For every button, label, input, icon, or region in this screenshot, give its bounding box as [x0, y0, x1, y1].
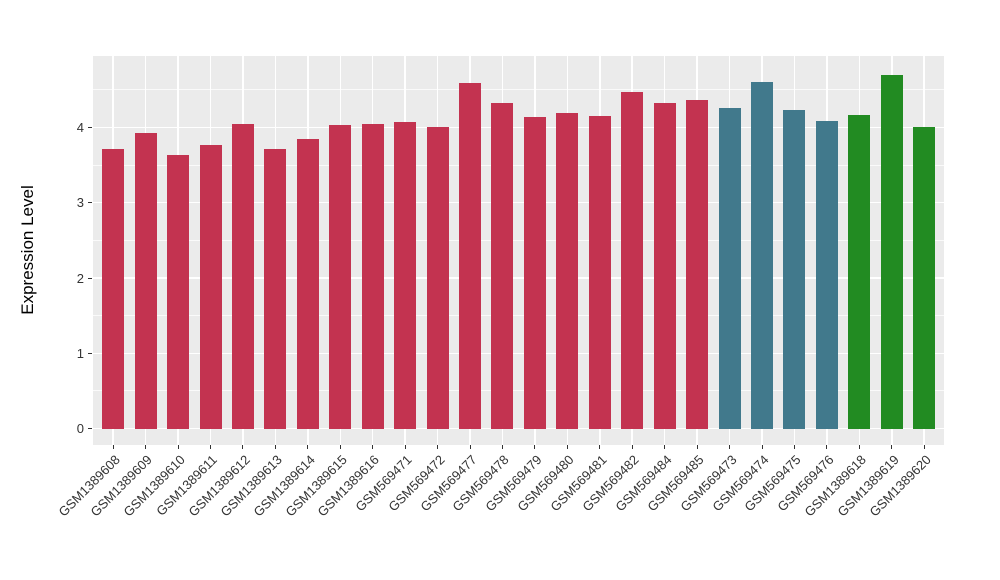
- bar: [783, 110, 806, 429]
- y-tick-label: 3: [76, 195, 84, 211]
- gridline-minor-y: [93, 239, 944, 241]
- bar: [296, 139, 319, 429]
- bar: [167, 155, 190, 429]
- gridline-major-y: [93, 201, 944, 204]
- bar: [751, 82, 773, 429]
- bar: [264, 149, 287, 429]
- gridline-minor-y: [93, 315, 944, 317]
- bar: [913, 126, 936, 429]
- bar: [134, 133, 157, 429]
- x-tick-mark: [437, 445, 439, 449]
- x-tick-mark: [307, 445, 309, 449]
- x-tick-mark: [631, 445, 633, 449]
- y-tick-label: 2: [76, 270, 84, 286]
- y-tick-mark: [88, 428, 92, 430]
- bar: [880, 74, 903, 429]
- x-tick-mark: [729, 445, 731, 449]
- gridline-major-y: [93, 352, 944, 355]
- x-tick-mark: [858, 445, 860, 449]
- bar: [588, 116, 611, 429]
- x-tick-mark: [112, 445, 114, 449]
- x-tick-mark: [696, 445, 698, 449]
- x-tick-mark: [664, 445, 666, 449]
- y-tick-label: 0: [76, 421, 84, 437]
- x-tick-mark: [274, 445, 276, 449]
- x-tick-mark: [372, 445, 374, 449]
- y-tick-mark: [88, 202, 92, 204]
- bar: [686, 99, 709, 429]
- x-tick-mark: [566, 445, 568, 449]
- x-tick-mark: [339, 445, 341, 449]
- x-tick-mark: [210, 445, 212, 449]
- bar: [102, 149, 125, 429]
- x-tick-mark: [534, 445, 536, 449]
- x-tick-mark: [501, 445, 503, 449]
- bar: [329, 125, 352, 429]
- y-tick-mark: [88, 352, 92, 354]
- bar: [848, 115, 871, 429]
- gridline-minor-y: [93, 390, 944, 392]
- bar: [231, 123, 254, 429]
- y-tick-mark: [88, 126, 92, 128]
- bar: [621, 92, 644, 429]
- x-tick-mark: [177, 445, 179, 449]
- x-tick-mark: [599, 445, 601, 449]
- bar: [556, 113, 579, 429]
- bar: [523, 116, 546, 429]
- x-tick-mark: [923, 445, 925, 449]
- x-tick-mark: [891, 445, 893, 449]
- bar: [459, 82, 482, 429]
- y-tick-label: 4: [76, 119, 84, 135]
- y-tick-label: 1: [76, 345, 84, 361]
- x-tick-mark: [145, 445, 147, 449]
- bar: [361, 123, 384, 429]
- bar: [426, 127, 449, 429]
- y-tick-mark: [88, 277, 92, 279]
- bar: [718, 107, 741, 429]
- x-tick-mark: [242, 445, 244, 449]
- x-tick-mark: [761, 445, 763, 449]
- x-tick-mark: [404, 445, 406, 449]
- plot-panel: [93, 56, 944, 445]
- gridline-major-y: [93, 126, 944, 129]
- gridline-major-y: [93, 427, 944, 430]
- gridline-minor-y: [93, 89, 944, 91]
- x-tick-mark: [469, 445, 471, 449]
- x-tick-mark: [826, 445, 828, 449]
- bar: [491, 102, 514, 429]
- bar: [815, 121, 838, 429]
- bar: [394, 122, 417, 429]
- bar: [199, 145, 222, 429]
- bar: [653, 103, 676, 429]
- x-tick-mark: [793, 445, 795, 449]
- gridline-major-y: [93, 277, 944, 279]
- gridline-minor-y: [93, 164, 944, 166]
